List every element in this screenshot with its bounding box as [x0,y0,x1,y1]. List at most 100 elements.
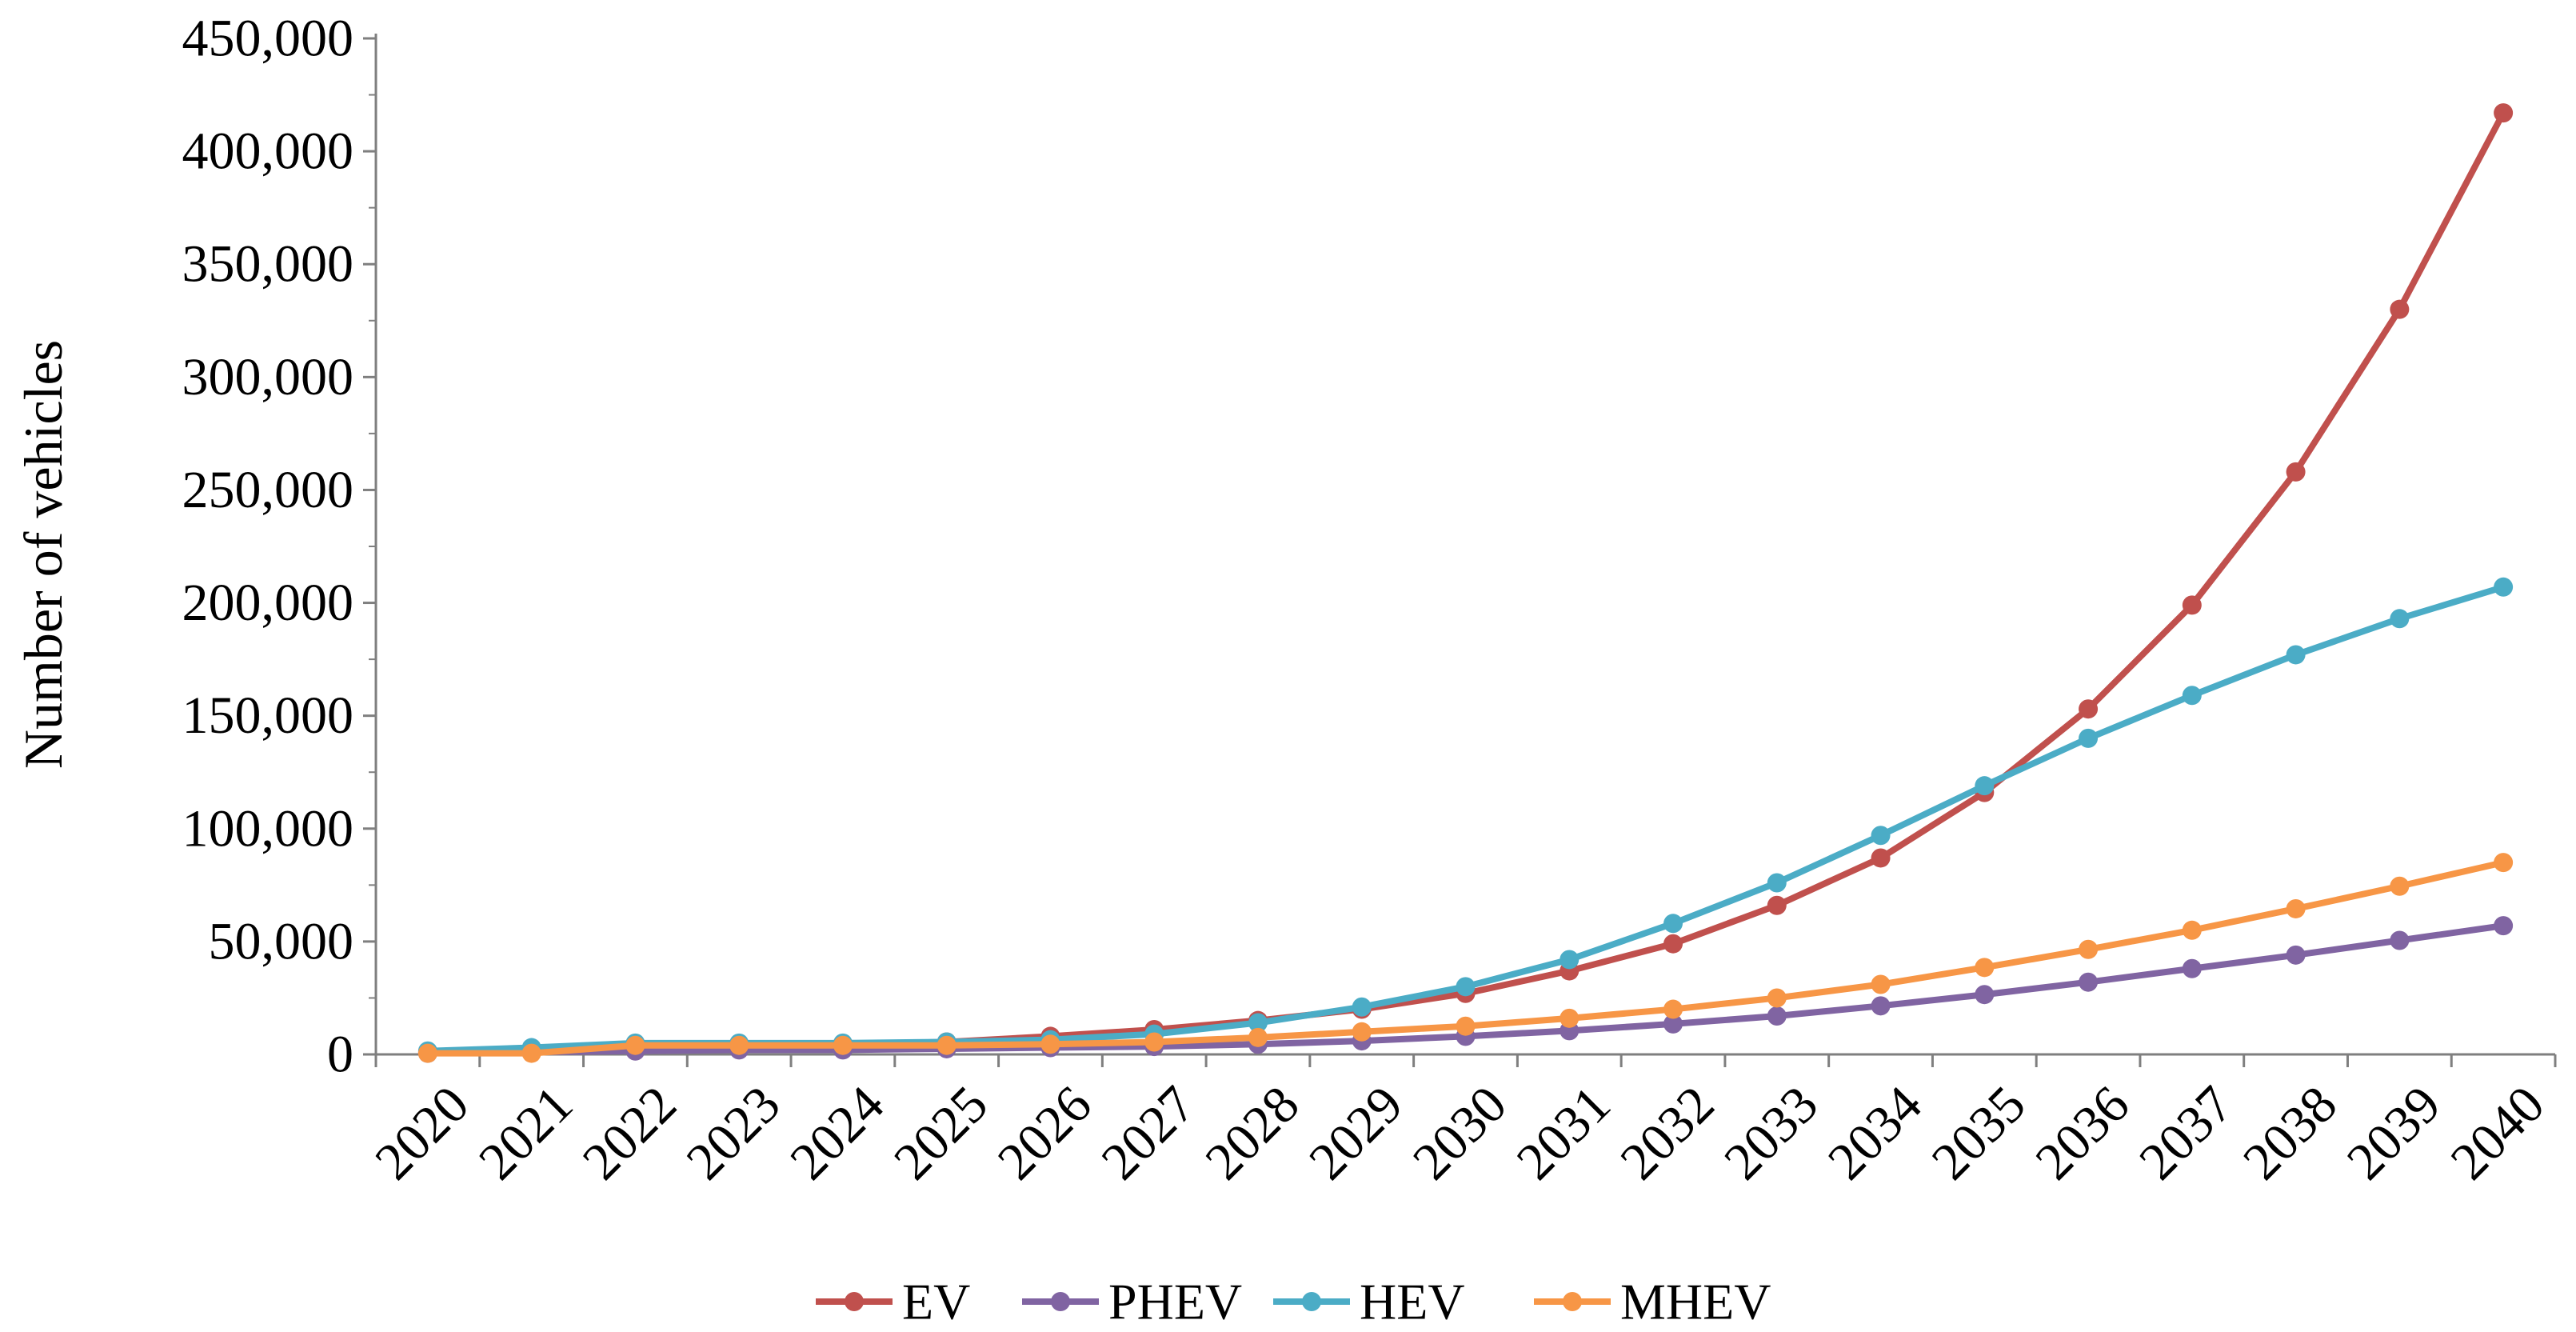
y-tick-label: 450,000 [182,10,354,68]
legend-swatch-marker-ev [845,1292,864,1311]
data-point-mhev [1040,1034,1060,1054]
x-tick-label: 2032 [1609,1075,1725,1191]
legend-item-hev: HEV [1273,1274,1465,1330]
legend-label-phev: PHEV [1108,1274,1242,1330]
data-point-phev [1975,985,1995,1005]
y-tick-label: 400,000 [182,122,354,181]
x-tick-label: 2034 [1817,1075,1933,1191]
data-point-phev [2494,916,2514,936]
series-mhev [417,853,2514,1063]
series-hev [417,577,2514,1061]
data-point-mhev [729,1035,749,1055]
x-tick-label: 2028 [1194,1075,1310,1191]
data-point-mhev [417,1043,437,1063]
data-point-mhev [1248,1027,1268,1047]
data-point-hev [1663,914,1683,934]
x-tick-label: 2033 [1713,1075,1829,1191]
data-point-ev [1767,895,1787,915]
data-point-hev [1352,997,1372,1017]
x-tick-label: 2039 [2336,1075,2452,1191]
legend-label-mhev: MHEV [1620,1274,1771,1330]
data-point-ev [2494,103,2514,123]
data-point-mhev [625,1035,645,1055]
data-point-phev [1663,1014,1683,1034]
series-line-ev [424,110,2507,1056]
series-ev [417,103,2514,1062]
y-tick-label: 0 [327,1026,353,1084]
data-point-ev [1871,848,1891,868]
data-point-ev [2390,299,2410,319]
data-point-phev [1767,1006,1787,1026]
x-tick-label: 2020 [364,1075,480,1191]
data-point-mhev [2079,939,2099,959]
data-point-mhev [833,1035,853,1055]
data-point-mhev [937,1035,957,1055]
y-tick-label: 150,000 [182,686,354,745]
data-point-hev [2390,609,2410,629]
axes-layer [374,34,2555,1056]
data-point-ev [1663,934,1683,954]
x-tick-label: 2026 [987,1075,1103,1191]
legend: EV PHEV HEV MHEV [816,1274,1771,1330]
data-point-mhev [1144,1032,1164,1052]
y-tick-label: 350,000 [182,235,354,294]
data-point-ev [2079,699,2099,719]
y-tick-label: 250,000 [182,461,354,519]
y-axis-title: Number of vehicles [13,340,74,769]
data-point-hev [2494,577,2514,597]
legend-label-ev: EV [902,1274,970,1330]
data-point-phev [2286,945,2306,965]
y-ticks-layer: 0 50,000 100,000 150,000 200,000 250,000 300,0… [182,10,376,1084]
x-tick-label: 2027 [1091,1075,1207,1191]
legend-swatch-marker-mhev [1563,1292,1582,1311]
data-point-hev [1975,776,1995,796]
data-point-hev [1456,977,1476,997]
data-point-mhev [2494,853,2514,873]
x-tick-label: 2024 [779,1075,895,1191]
x-ticks-layer: 2020202120222023202420252026202720282029… [364,1054,2557,1191]
data-point-mhev [1663,999,1683,1019]
x-tick-label: 2021 [468,1075,584,1191]
data-point-hev [2286,645,2306,665]
data-point-mhev [2286,898,2306,918]
legend-item-ev: EV [816,1274,970,1330]
data-point-phev [2079,972,2099,992]
data-point-ev [2182,595,2202,615]
data-point-mhev [1456,1016,1476,1036]
x-tick-label: 2022 [572,1075,688,1191]
data-point-hev [2079,728,2099,748]
legend-swatch-marker-hev [1302,1292,1321,1311]
data-point-mhev [1871,974,1891,994]
x-tick-label: 2036 [2025,1075,2141,1191]
x-tick-label: 2023 [676,1075,792,1191]
x-tick-label: 2040 [2440,1075,2556,1191]
legend-item-mhev: MHEV [1534,1274,1771,1330]
data-point-phev [2182,958,2202,978]
series-layer [417,103,2514,1063]
legend-label-hev: HEV [1360,1274,1465,1330]
data-point-hev [1871,826,1891,846]
y-tick-label: 50,000 [209,912,354,970]
x-tick-label: 2038 [2232,1075,2348,1191]
data-point-mhev [521,1043,541,1063]
y-tick-label: 200,000 [182,574,354,632]
data-point-mhev [2390,876,2410,896]
data-point-mhev [1975,958,1995,978]
x-tick-label: 2030 [1402,1075,1518,1191]
data-point-hev [1248,1013,1268,1033]
data-point-hev [2182,686,2202,706]
data-point-mhev [1352,1022,1372,1042]
data-point-mhev [1767,988,1787,1008]
data-point-hev [1560,950,1580,970]
legend-swatch-marker-phev [1051,1292,1070,1311]
y-tick-label: 300,000 [182,348,354,406]
x-tick-label: 2025 [883,1075,999,1191]
data-point-phev [2390,930,2410,950]
data-point-mhev [2182,920,2202,940]
data-point-mhev [1560,1008,1580,1028]
y-tick-label: 100,000 [182,799,354,858]
x-tick-label: 2029 [1298,1075,1414,1191]
legend-item-phev: PHEV [1022,1274,1242,1330]
